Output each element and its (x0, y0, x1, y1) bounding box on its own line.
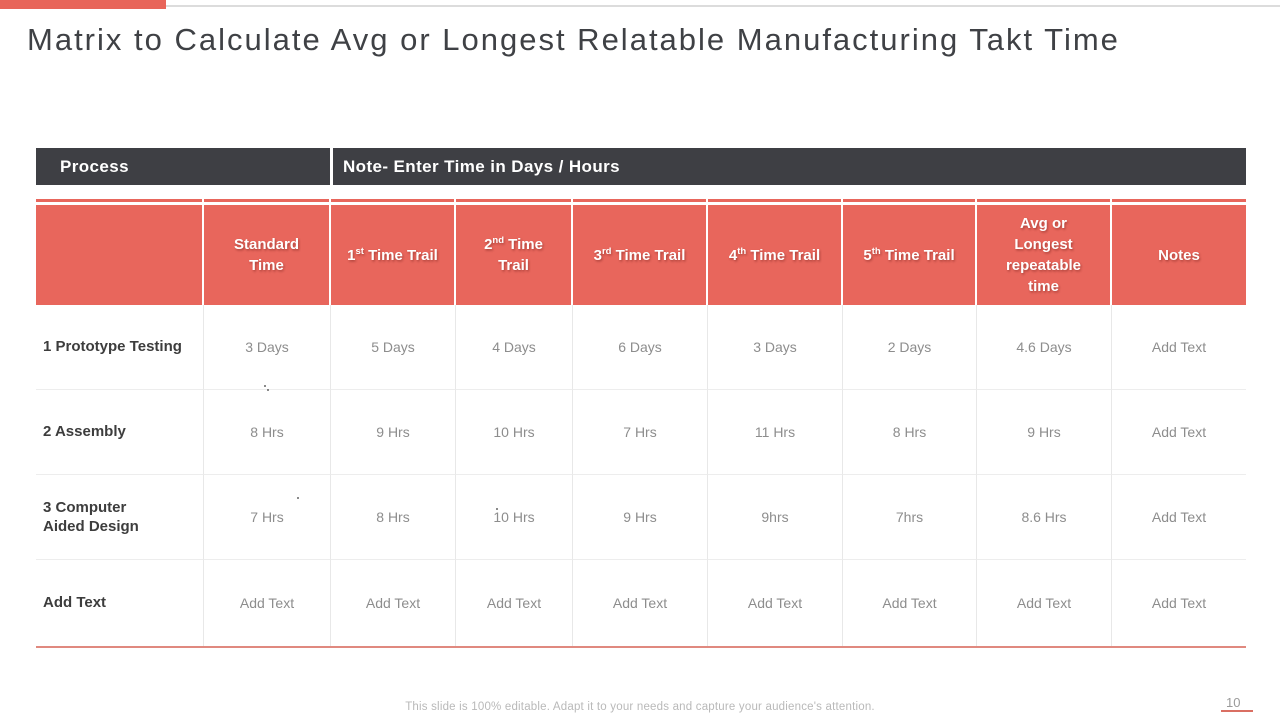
band-divider (330, 148, 333, 185)
cell-4th-trail: 11 Hrs (708, 390, 843, 475)
header-accent-stripe (36, 199, 1246, 205)
cell-3rd-trail: 7 Hrs (573, 390, 708, 475)
page-number: 10 (1226, 695, 1241, 710)
ink-speck (264, 385, 266, 387)
cell-avg-longest: 8.6 Hrs (977, 475, 1112, 560)
table-row-computer-aided-design: 3 Computer Aided Design 7 Hrs 8 Hrs 10 H… (36, 475, 1246, 560)
cell-5th-trail: 2 Days (843, 305, 977, 390)
row-label: 1 Prototype Testing (36, 305, 204, 390)
col-header-3rd-time-trail: 3rd Time Trail (573, 205, 708, 305)
cell-placeholder[interactable]: Add Text (977, 560, 1112, 646)
table-row-assembly: 2 Assembly 8 Hrs 9 Hrs 10 Hrs 7 Hrs 11 H… (36, 390, 1246, 475)
cell-notes-placeholder[interactable]: Add Text (1112, 305, 1246, 390)
row-label: 3 Computer Aided Design (36, 475, 204, 560)
col-header-2nd-time-trail: 2nd Time Trail (456, 205, 573, 305)
cell-avg-longest: 9 Hrs (977, 390, 1112, 475)
cell-1st-trail: 9 Hrs (331, 390, 456, 475)
ink-speck (267, 389, 269, 391)
slide-title: Matrix to Calculate Avg or Longest Relat… (27, 22, 1120, 57)
cell-placeholder[interactable]: Add Text (843, 560, 977, 646)
col-header-standard-time: Standard Time (204, 205, 331, 305)
cell-1st-trail: 8 Hrs (331, 475, 456, 560)
col-header-blank (36, 205, 204, 305)
cell-standard-time: 7 Hrs (204, 475, 331, 560)
col-header-5th-time-trail: 5th Time Trail (843, 205, 977, 305)
cell-notes-placeholder[interactable]: Add Text (1112, 390, 1246, 475)
cell-3rd-trail: 6 Days (573, 305, 708, 390)
table-row-prototype-testing: 1 Prototype Testing 3 Days 5 Days 4 Days… (36, 305, 1246, 390)
col-header-avg-longest: Avg or Longest repeatable time (977, 205, 1112, 305)
cell-5th-trail: 7hrs (843, 475, 977, 560)
col-header-notes: Notes (1112, 205, 1246, 305)
note-band-cell: Note- Enter Time in Days / Hours (333, 148, 1246, 185)
cell-4th-trail: 3 Days (708, 305, 843, 390)
cell-placeholder[interactable]: Add Text (1112, 560, 1246, 646)
cell-2nd-trail: 10 Hrs (456, 475, 573, 560)
cell-5th-trail: 8 Hrs (843, 390, 977, 475)
ink-speck (297, 497, 299, 499)
ink-speck (496, 508, 498, 510)
top-accent-bar (0, 0, 166, 9)
cell-notes-placeholder[interactable]: Add Text (1112, 475, 1246, 560)
cell-placeholder[interactable]: Add Text (456, 560, 573, 646)
cell-placeholder[interactable]: Add Text (204, 560, 331, 646)
process-band-cell: Process (36, 148, 330, 185)
cell-2nd-trail: 4 Days (456, 305, 573, 390)
cell-4th-trail: 9hrs (708, 475, 843, 560)
row-label-placeholder[interactable]: Add Text (36, 560, 204, 646)
cell-1st-trail: 5 Days (331, 305, 456, 390)
col-header-4th-time-trail: 4th Time Trail (708, 205, 843, 305)
takt-time-table: Standard Time 1st Time Trail 2nd Time Tr… (36, 199, 1246, 648)
cell-standard-time: 8 Hrs (204, 390, 331, 475)
cell-2nd-trail: 10 Hrs (456, 390, 573, 475)
column-header-row: Standard Time 1st Time Trail 2nd Time Tr… (36, 205, 1246, 305)
footer-note: This slide is 100% editable. Adapt it to… (405, 701, 875, 713)
top-rule-line (0, 5, 1280, 7)
cell-placeholder[interactable]: Add Text (708, 560, 843, 646)
col-header-1st-time-trail: 1st Time Trail (331, 205, 456, 305)
cell-avg-longest: 4.6 Days (977, 305, 1112, 390)
table-caption-band: Process Note- Enter Time in Days / Hours (36, 148, 1246, 185)
cell-placeholder[interactable]: Add Text (331, 560, 456, 646)
row-label: 2 Assembly (36, 390, 204, 475)
page-number-underline (1221, 710, 1253, 712)
table-row-add-text: Add Text Add Text Add Text Add Text Add … (36, 560, 1246, 646)
cell-placeholder[interactable]: Add Text (573, 560, 708, 646)
cell-3rd-trail: 9 Hrs (573, 475, 708, 560)
cell-standard-time: 3 Days (204, 305, 331, 390)
